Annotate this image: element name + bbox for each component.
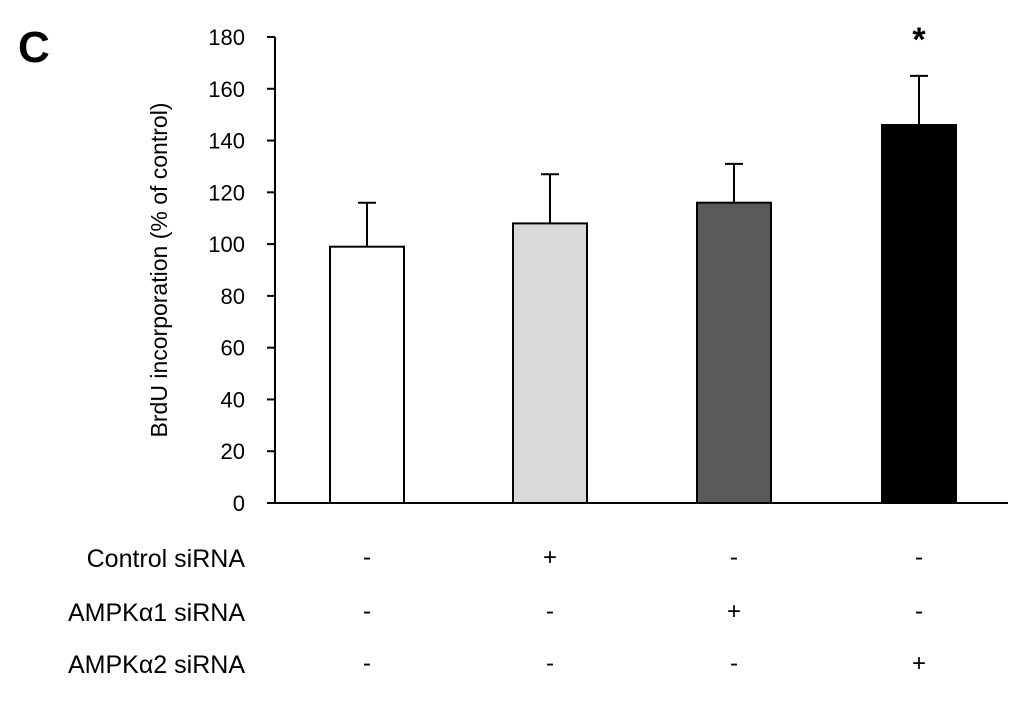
condition-minus-mark: - [730,544,738,571]
significance-marker: * [912,21,926,59]
y-tick-label: 140 [208,129,245,154]
condition-row-label: AMPKα2 siRNA [68,651,245,679]
bars-group: * [329,21,957,505]
condition-minus-mark: - [363,598,371,625]
condition-minus-mark: - [915,544,923,571]
y-tick-label: 40 [221,387,245,412]
condition-minus-mark: - [546,650,554,677]
condition-row-label: Control siRNA [87,545,246,573]
y-tick-label: 120 [208,180,245,205]
y-tick-label: 20 [221,439,245,464]
bar-1 [329,245,405,504]
condition-plus-mark: + [727,598,741,625]
condition-minus-mark: - [730,650,738,677]
condition-minus-mark: - [363,650,371,677]
condition-minus-mark: - [363,544,371,571]
y-axis-ticks: 0 20 40 60 80 100 120 140 160 180 [208,25,275,516]
condition-plus-mark: + [912,650,926,677]
bar-2 [512,222,588,504]
bar-4 [881,124,957,505]
y-tick-label: 80 [221,284,245,309]
y-tick-label: 160 [208,77,245,102]
y-tick-label: 100 [208,232,245,257]
y-tick-label: 180 [208,25,245,50]
panel-label: C [18,23,50,72]
condition-table: Control siRNA - + - - AMPKα1 siRNA - - + - AMPKα2 … [68,544,926,679]
y-axis-title: BrdU incorporation (% of control) [146,103,172,438]
axes [274,37,1008,504]
condition-minus-mark: - [546,598,554,625]
condition-minus-mark: - [915,598,923,625]
bar-3 [696,201,772,504]
condition-row-label: AMPKα1 siRNA [68,599,245,627]
condition-plus-mark: + [543,544,557,571]
y-tick-label: 0 [233,491,245,516]
y-tick-label: 60 [221,336,245,361]
